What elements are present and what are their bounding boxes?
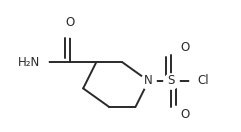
Text: O: O [180,41,189,54]
Text: H₂N: H₂N [18,56,40,69]
Text: O: O [66,16,75,29]
Text: Cl: Cl [197,74,209,87]
Text: S: S [167,74,174,87]
Text: O: O [180,108,189,121]
Text: N: N [144,74,153,87]
